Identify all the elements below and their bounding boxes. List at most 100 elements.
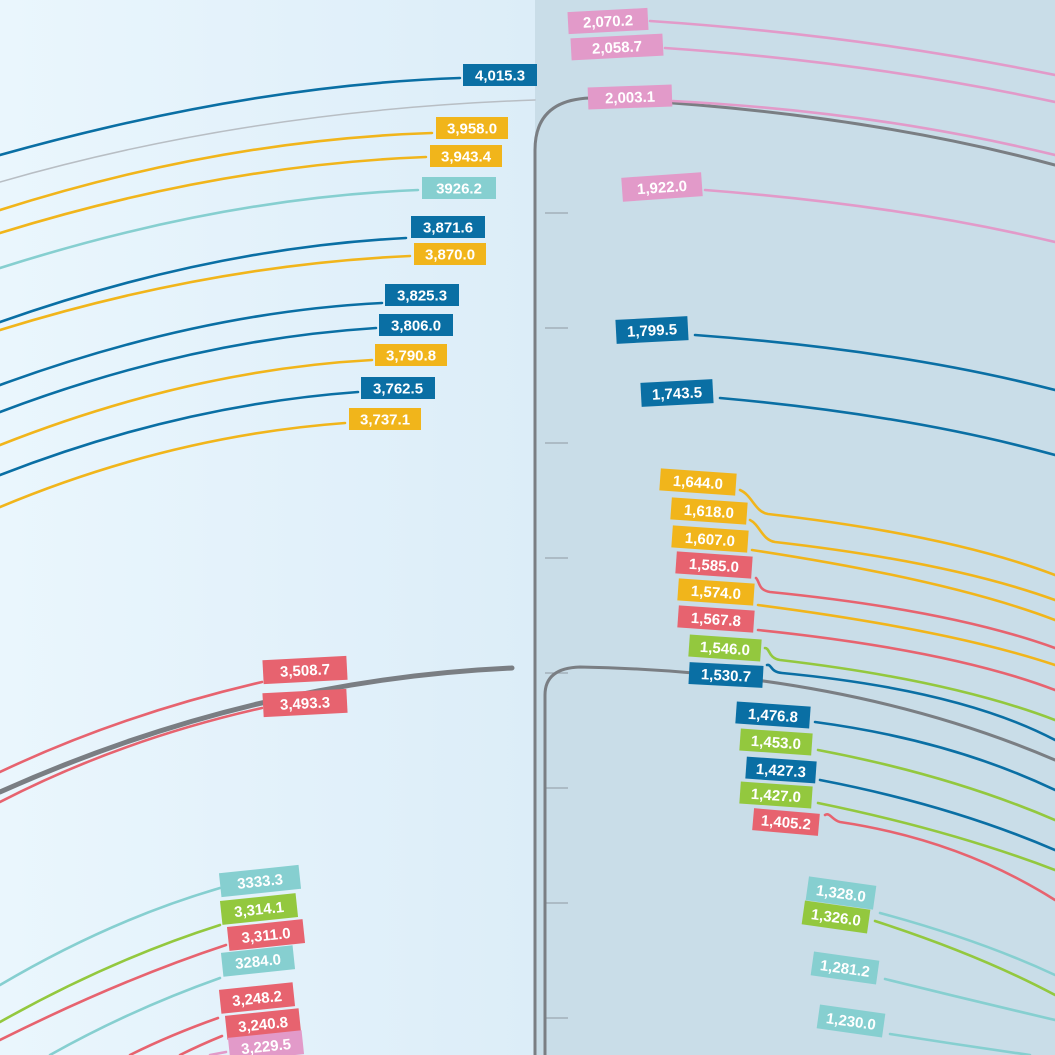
value-label-3762-5: 3,762.5 — [361, 377, 435, 399]
label-box — [375, 344, 447, 366]
value-label-3493-3: 3,493.3 — [262, 688, 348, 718]
label-text: 1,607.0 — [684, 530, 735, 550]
label-box — [224, 1008, 302, 1040]
value-label-2003-1: 2,003.1 — [587, 84, 673, 110]
value-curve-1585-0 — [754, 576, 1055, 650]
label-text: 1,427.0 — [750, 786, 801, 806]
value-curve-2070-2 — [648, 19, 1055, 77]
value-curve-1476-8 — [813, 720, 1055, 792]
label-box — [688, 662, 764, 688]
value-curve-1328-0 — [878, 911, 1055, 977]
label-text: 1,326.0 — [810, 906, 862, 930]
value-label-3240-8: 3,240.8 — [224, 1008, 302, 1040]
label-box — [226, 919, 306, 951]
value-curve-1427-0 — [816, 801, 1055, 872]
value-curve-3248-2 — [128, 1016, 220, 1055]
label-text: 3,870.0 — [425, 247, 475, 264]
label-text: 3926.2 — [436, 181, 482, 198]
label-box — [739, 781, 813, 809]
value-label-3806-0: 3,806.0 — [379, 314, 453, 336]
label-text: 3,790.8 — [386, 348, 436, 365]
value-label-1644-0: 1,644.0 — [659, 468, 737, 496]
label-box — [411, 216, 485, 238]
label-text: 1,567.8 — [690, 610, 741, 630]
value-curve-2058-7 — [663, 46, 1055, 104]
label-box — [745, 756, 817, 784]
value-label-3311-0: 3,311.0 — [226, 919, 306, 951]
value-label-3333-3: 3333.3 — [218, 864, 302, 898]
axis-curve — [533, 96, 1055, 1055]
value-curve-1799-5 — [693, 333, 1055, 392]
label-text: 1,546.0 — [699, 639, 750, 659]
label-text: 3,871.6 — [423, 220, 473, 237]
value-label-1405-2: 1,405.2 — [752, 808, 820, 836]
label-text: 3,762.5 — [373, 381, 423, 398]
label-box — [640, 379, 714, 407]
value-label-1230-0: 1,230.0 — [816, 1004, 886, 1038]
value-label-3958-0: 3,958.0 — [436, 117, 508, 139]
label-box — [688, 634, 762, 662]
value-curve-1574-0 — [756, 603, 1055, 667]
label-box — [677, 605, 755, 633]
label-box — [570, 33, 664, 61]
label-text: 2,003.1 — [605, 89, 656, 108]
label-box — [262, 688, 348, 718]
value-label-3871-6: 3,871.6 — [411, 216, 485, 238]
value-curve-1743-5 — [718, 396, 1055, 457]
value-curve-1567-8 — [756, 628, 1055, 692]
label-text: 3,737.1 — [360, 412, 410, 429]
label-box — [752, 808, 820, 836]
label-box — [670, 497, 748, 525]
label-box — [675, 551, 753, 579]
label-box — [621, 172, 703, 202]
label-box — [414, 243, 486, 265]
value-curve-2003-1 — [671, 99, 1055, 157]
label-box — [810, 951, 880, 985]
label-box — [219, 893, 299, 925]
value-label-3737-1: 3,737.1 — [349, 408, 421, 430]
label-text: 3284.0 — [234, 951, 281, 973]
value-label-1585-0: 1,585.0 — [675, 551, 753, 579]
label-box — [227, 1030, 305, 1055]
value-label-3926-2: 3926.2 — [422, 177, 496, 199]
value-curve-1644-0 — [738, 488, 1055, 577]
value-curve-1546-0 — [763, 646, 1055, 722]
value-curve-3958-0 — [0, 131, 434, 212]
label-text: 3,493.3 — [280, 694, 331, 714]
value-curve-3737-1 — [0, 421, 347, 509]
value-label-3508-7: 3,508.7 — [262, 655, 348, 685]
label-box — [349, 408, 421, 430]
value-curve-3284-0 — [48, 976, 222, 1055]
value-curve-3508-7 — [0, 680, 264, 774]
label-text: 1,476.8 — [747, 706, 798, 726]
label-text: 3,958.0 — [447, 121, 497, 138]
label-text: 1,530.7 — [701, 666, 752, 686]
label-box — [430, 145, 502, 167]
label-box — [587, 84, 673, 110]
value-curve-3311-0 — [0, 943, 228, 1042]
label-box — [739, 728, 813, 756]
label-box — [218, 982, 296, 1014]
label-box — [385, 284, 459, 306]
value-curve-3314-1 — [0, 923, 222, 1024]
label-box — [218, 864, 302, 898]
value-curve-4015-3 — [0, 76, 462, 157]
value-label-2058-7: 2,058.7 — [570, 33, 664, 61]
label-text: 2,058.7 — [592, 38, 643, 58]
value-curve-1326-0 — [873, 919, 1055, 997]
label-box — [735, 701, 811, 729]
label-text: 3,240.8 — [237, 1014, 289, 1036]
value-curve-3806-0 — [0, 326, 378, 414]
value-label-1607-0: 1,607.0 — [671, 525, 749, 553]
label-text: 4,015.3 — [475, 68, 525, 85]
value-curve-3825-3 — [0, 301, 384, 387]
value-curve-1427-3 — [818, 778, 1055, 852]
label-text: 3,806.0 — [391, 318, 441, 335]
label-text: 1,230.0 — [825, 1010, 877, 1034]
label-box — [805, 876, 877, 910]
label-text: 1,799.5 — [627, 321, 678, 341]
label-box — [677, 578, 755, 606]
label-box — [671, 525, 749, 553]
value-curves — [0, 19, 1055, 1055]
